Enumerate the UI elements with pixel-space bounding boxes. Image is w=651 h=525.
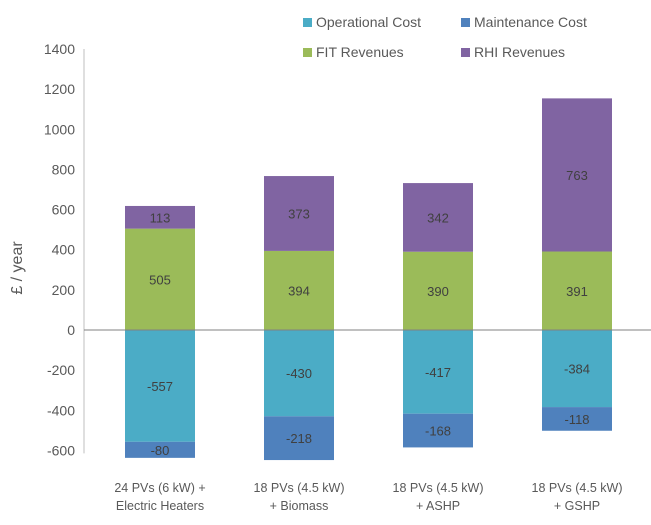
- y-tick-label: -200: [47, 362, 75, 378]
- bar-operational-cost: [403, 330, 473, 414]
- bars: [125, 98, 612, 461]
- category-label: 18 PVs (4.5 kW) + GSHP: [532, 481, 623, 513]
- bar-rhi-revenues: [542, 98, 612, 252]
- data-label: 391: [566, 284, 588, 299]
- bar-fit-revenues: [125, 228, 195, 330]
- bar-fit-revenues: [542, 251, 612, 330]
- y-tick-label: 1000: [44, 121, 75, 137]
- data-label: 342: [427, 210, 449, 225]
- data-label: -430: [286, 366, 312, 381]
- bar-maintenance-cost: [125, 441, 195, 458]
- category-label-line: Electric Heaters: [116, 499, 204, 513]
- y-tick-label: 1400: [44, 41, 75, 57]
- y-tick-label: 200: [52, 282, 76, 298]
- data-label: -417: [425, 365, 451, 380]
- category-label: 18 PVs (4.5 kW) + Biomass: [254, 481, 345, 513]
- y-axis-ticks: -600 -400 -200 0 200 400 600 800 1000 1200 1400: [44, 41, 75, 458]
- data-label: -118: [564, 412, 589, 427]
- category-labels: 24 PVs (6 kW) + Electric Heaters 18 PVs (4…: [114, 481, 622, 513]
- category-label-line: + ASHP: [416, 499, 460, 513]
- bar-rhi-revenues: [125, 205, 195, 229]
- y-tick-label: 0: [67, 322, 75, 338]
- data-label: -557: [147, 379, 173, 394]
- bar-fit-revenues: [264, 250, 334, 330]
- data-label: 394: [288, 283, 310, 298]
- data-label: -218: [286, 431, 312, 446]
- y-tick-label: 600: [52, 202, 76, 218]
- data-label: -168: [425, 424, 451, 439]
- data-labels: -557 -80 505 113 -430 -218 394 373 -417 -168 390 34…: [147, 168, 590, 458]
- bar-maintenance-cost: [264, 416, 334, 461]
- data-label: 763: [566, 168, 588, 183]
- legend-label: Operational Cost: [316, 14, 421, 30]
- legend-swatch: [303, 48, 312, 57]
- bar-maintenance-cost: [403, 413, 473, 448]
- y-axis-label: £ / year: [9, 241, 26, 295]
- y-tick-label: 400: [52, 242, 76, 258]
- bar-fit-revenues: [403, 251, 473, 330]
- data-label: 505: [149, 272, 171, 287]
- bar-maintenance-cost: [542, 407, 612, 431]
- bar-rhi-revenues: [403, 183, 473, 252]
- category-label-line: + GSHP: [554, 499, 600, 513]
- bar-rhi-revenues: [264, 176, 334, 251]
- data-label: 113: [150, 210, 171, 225]
- legend-swatch: [461, 18, 470, 27]
- y-tick-label: 800: [52, 161, 76, 177]
- bar-operational-cost: [125, 330, 195, 442]
- category-label: 18 PVs (4.5 kW) + ASHP: [393, 481, 484, 513]
- legend: Operational Cost Maintenance Cost FIT Reve…: [303, 14, 587, 60]
- y-tick-label: -400: [47, 402, 75, 418]
- category-label-line: 18 PVs (4.5 kW): [532, 481, 623, 495]
- data-label: 373: [288, 206, 310, 221]
- legend-label: FIT Revenues: [316, 44, 404, 60]
- category-label-line: 24 PVs (6 kW) +: [114, 481, 205, 495]
- legend-swatch: [303, 18, 312, 27]
- y-tick-label: 1200: [44, 81, 75, 97]
- legend-swatch: [461, 48, 470, 57]
- category-label-line: + Biomass: [270, 499, 329, 513]
- data-label: -384: [564, 362, 590, 377]
- legend-label: Maintenance Cost: [474, 14, 587, 30]
- data-label: -80: [151, 443, 170, 458]
- legend-label: RHI Revenues: [474, 44, 565, 60]
- y-tick-label: -600: [47, 442, 75, 458]
- data-label: 390: [427, 284, 449, 299]
- category-label: 24 PVs (6 kW) + Electric Heaters: [114, 481, 205, 513]
- category-label-line: 18 PVs (4.5 kW): [393, 481, 484, 495]
- bar-operational-cost: [542, 330, 612, 408]
- category-label-line: 18 PVs (4.5 kW): [254, 481, 345, 495]
- bar-operational-cost: [264, 330, 334, 417]
